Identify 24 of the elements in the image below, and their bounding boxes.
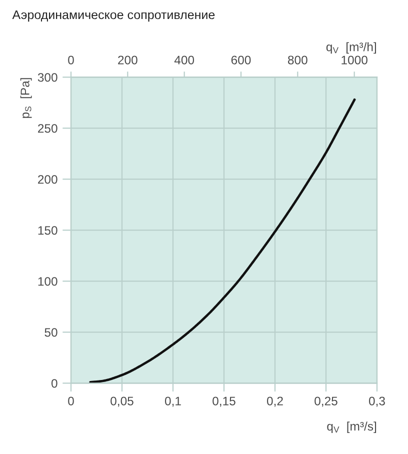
- x2-tick-label: 800: [288, 56, 308, 64]
- x-tick-label: 0,15: [212, 396, 236, 407]
- y-tick-label: 150: [38, 226, 58, 235]
- y-axis-title: p$_{S}$ [Pa]: [20, 78, 32, 118]
- y-tick-label: 0: [51, 379, 58, 388]
- chart-title: Аэродинамическое сопротивление: [12, 10, 215, 22]
- y-tick-label: 250: [38, 124, 58, 133]
- x-tick-label: 0,2: [266, 396, 283, 407]
- y-tick-label: 50: [44, 328, 58, 337]
- y-tick-label: 200: [38, 175, 58, 184]
- x-tick-label: 0,25: [314, 396, 338, 407]
- x-tick-label: 0,05: [110, 396, 134, 407]
- x-tick-label: 0,1: [164, 396, 181, 407]
- x-tick-label: 0: [68, 396, 74, 406]
- x-axis-title: q$_{V}$ [m³/s]: [327, 422, 376, 434]
- x-tick-label: 0,3: [368, 396, 385, 407]
- x2-tick-label: 600: [231, 56, 251, 64]
- y-tick-label: 100: [38, 277, 58, 286]
- x2-tick-label: 400: [174, 56, 194, 64]
- y-tick-label: 300: [38, 73, 58, 82]
- x2-axis-title: q$_{V}$ [m³/h]: [326, 42, 376, 54]
- x2-tick-label: 200: [118, 56, 138, 64]
- x2-tick-label: 1000: [342, 56, 368, 64]
- x2-tick-label: 0: [68, 56, 74, 64]
